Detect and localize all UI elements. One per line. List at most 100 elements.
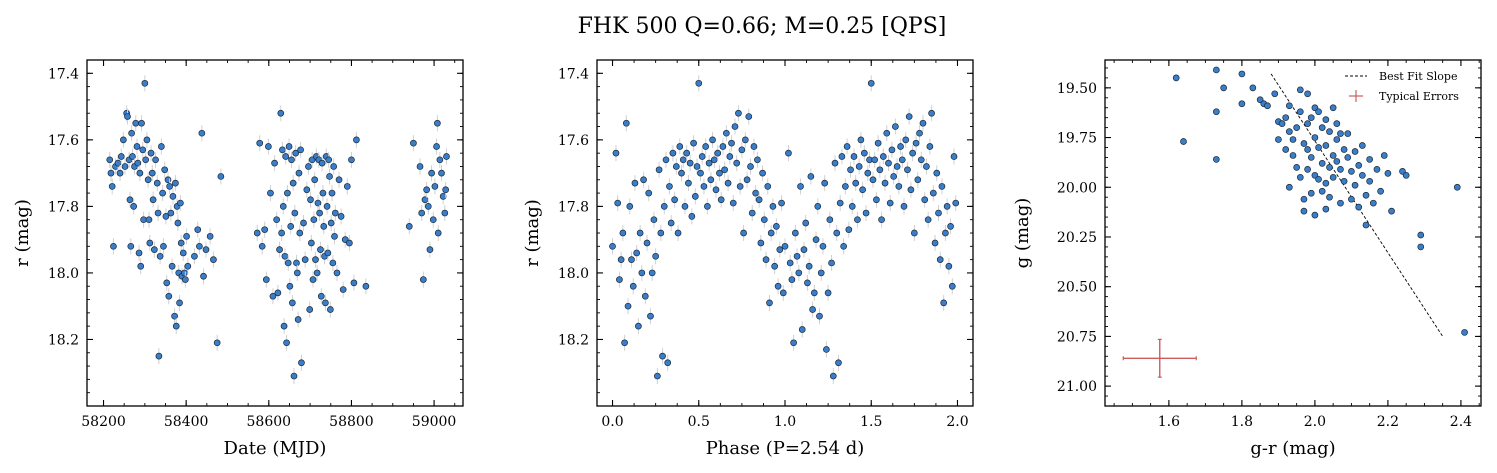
data-point — [1351, 148, 1359, 155]
data-point — [346, 239, 353, 247]
data-point — [650, 216, 658, 224]
data-point — [888, 146, 896, 154]
data-point — [287, 222, 295, 230]
data-point — [158, 143, 165, 150]
data-point — [434, 119, 441, 127]
data-point — [318, 159, 326, 167]
data-point — [312, 256, 319, 263]
data-point — [714, 149, 722, 157]
data-point — [1212, 156, 1220, 163]
data-point — [829, 372, 837, 380]
data-point — [289, 299, 296, 307]
data-point — [289, 179, 297, 187]
data-point — [1304, 90, 1311, 98]
data-point — [795, 269, 803, 277]
data-point — [904, 166, 911, 174]
data-point — [860, 149, 868, 157]
data-point — [217, 173, 225, 180]
data-point — [426, 246, 434, 253]
data-point — [614, 199, 622, 207]
data-point — [149, 196, 157, 204]
data-point — [314, 199, 322, 207]
data-point — [300, 219, 307, 227]
data-point — [284, 259, 292, 267]
data-point — [747, 163, 754, 170]
data-point — [923, 163, 930, 170]
data-point — [647, 312, 654, 320]
data-point — [864, 169, 872, 177]
data-point — [633, 249, 641, 257]
data-point — [678, 169, 685, 177]
data-point — [831, 159, 839, 167]
data-point — [418, 209, 426, 217]
data-point — [1417, 243, 1425, 251]
data-point — [343, 183, 351, 190]
data-point — [823, 346, 830, 353]
data-point — [669, 149, 677, 157]
data-point — [950, 153, 958, 160]
data-point — [293, 259, 300, 267]
data-point — [617, 256, 625, 263]
data-point — [106, 156, 114, 164]
data-point — [174, 219, 182, 227]
data-point — [928, 109, 935, 117]
data-point — [1293, 124, 1301, 131]
data-point — [1373, 166, 1381, 173]
legend-error-label: Typical Errors — [1379, 90, 1459, 103]
x-axis-label: Date (MJD) — [224, 438, 327, 459]
data-point — [319, 189, 327, 197]
data-point — [767, 229, 775, 237]
data-point — [626, 203, 634, 210]
data-point — [1329, 173, 1337, 181]
data-point — [424, 203, 432, 210]
data-point — [171, 312, 178, 320]
data-point — [1329, 152, 1337, 159]
data-point — [1380, 152, 1388, 159]
data-point — [330, 163, 338, 170]
data-point — [766, 299, 773, 307]
data-point — [1304, 166, 1311, 173]
data-point — [705, 159, 713, 167]
data-point — [622, 119, 630, 127]
data-point — [1333, 120, 1341, 127]
data-point — [1318, 187, 1326, 195]
data-point — [878, 216, 885, 224]
data-point — [294, 316, 302, 323]
data-point — [1318, 124, 1326, 131]
data-point — [339, 286, 347, 293]
data-point — [423, 186, 430, 194]
data-point — [1348, 195, 1355, 203]
y-axis-label: g (mag) — [1012, 198, 1033, 269]
data-point — [281, 252, 289, 260]
data-point — [729, 199, 737, 207]
data-point — [286, 282, 294, 290]
data-point — [350, 279, 358, 287]
data-point — [1238, 70, 1246, 78]
data-point — [679, 156, 687, 164]
data-point — [790, 339, 797, 347]
data-point — [261, 226, 269, 234]
data-point — [809, 306, 816, 313]
data-point — [873, 196, 880, 204]
data-point — [659, 352, 666, 360]
data-point — [869, 176, 877, 184]
panel-light-curve: 58200 58400 58600 58800 59000 17.4 17.6 17.8 18.… — [12, 59, 464, 459]
data-point — [1326, 128, 1333, 135]
data-point — [176, 299, 183, 307]
data-point — [1340, 146, 1348, 153]
data-point — [442, 186, 449, 194]
data-point — [786, 259, 794, 267]
data-point — [854, 216, 861, 224]
y-tick-label: 18.0 — [558, 266, 589, 282]
data-point — [752, 189, 760, 197]
data-point — [130, 203, 138, 210]
data-point — [640, 176, 647, 184]
data-point — [1285, 128, 1293, 135]
data-point — [416, 163, 424, 170]
data-point — [1359, 171, 1366, 179]
data-point — [311, 176, 319, 184]
data-point — [724, 179, 732, 187]
data-point — [141, 79, 149, 87]
data-point — [172, 179, 179, 187]
y-tick-label: 17.8 — [558, 199, 589, 215]
